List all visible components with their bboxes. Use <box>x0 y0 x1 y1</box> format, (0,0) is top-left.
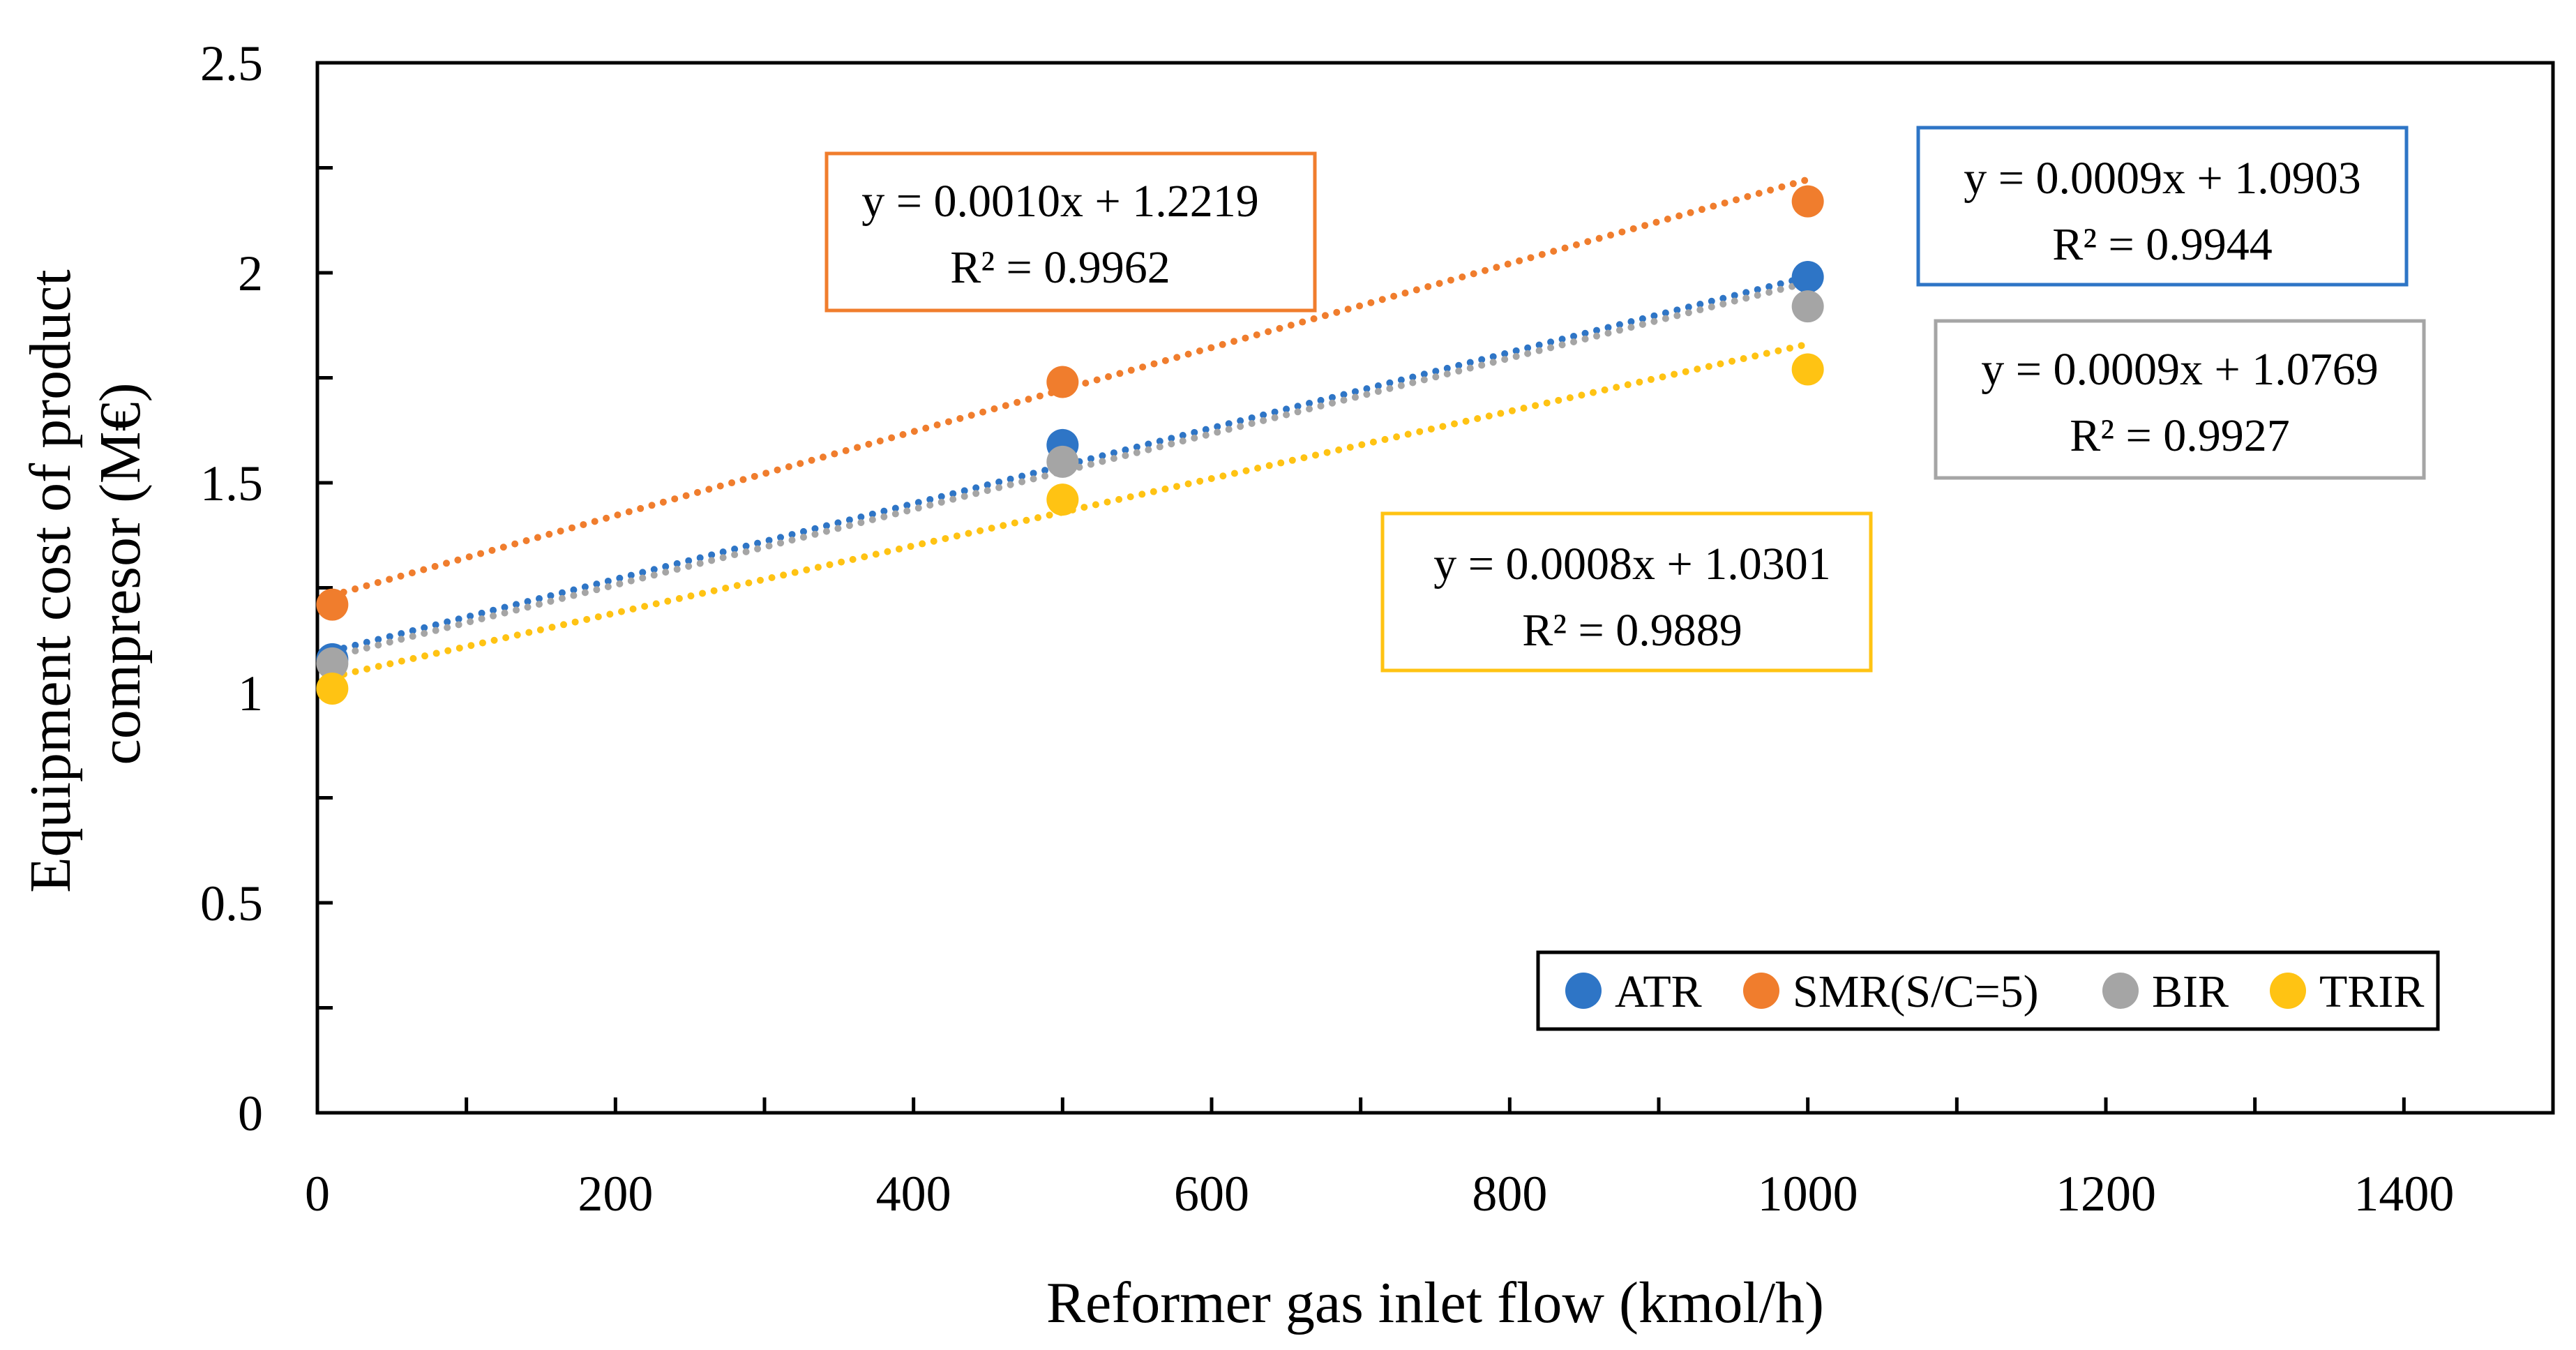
y-tick-label: 2 <box>238 246 263 301</box>
y-tick-label: 1.5 <box>200 456 263 511</box>
equation-bir: y = 0.0009x + 1.0769 <box>1981 344 2378 395</box>
data-point-smr <box>1046 366 1079 398</box>
legend: ATR SMR(S/C=5) BIR TRIR <box>1536 950 2440 1031</box>
equation-box-trir-border <box>1380 511 1873 673</box>
legend-marker-smr <box>1743 973 1779 1009</box>
legend-marker-trir <box>2270 973 2306 1009</box>
equation-box-trir: y = 0.0008x + 1.0301 R² = 0.9889 <box>1380 511 1873 673</box>
legend-label-bir: BIR <box>2152 966 2229 1017</box>
trendline-smr <box>329 176 1812 599</box>
data-point-bir <box>316 647 349 680</box>
x-tick-label: 1200 <box>2056 1166 2156 1222</box>
equation-box-smr: y = 0.0010x + 1.2219 R² = 0.9962 <box>824 151 1317 313</box>
equation-atr: y = 0.0009x + 1.0903 <box>1964 153 2360 204</box>
legend-label-trir: TRIR <box>2319 966 2424 1017</box>
y-axis-title-line-2: compresor (M€) <box>88 382 153 765</box>
x-tick-label: 1000 <box>1758 1166 1858 1222</box>
equation-box-bir-border <box>1934 319 2426 480</box>
x-tick-label: 400 <box>876 1166 951 1222</box>
data-point-smr <box>316 588 349 621</box>
r-squared-trir: R² = 0.9889 <box>1522 605 1742 656</box>
x-tick-label: 1400 <box>2353 1166 2454 1222</box>
equation-box-atr: y = 0.0009x + 1.0903 R² = 0.9944 <box>1916 126 2409 287</box>
data-point-smr <box>1791 185 1824 218</box>
y-tick-label: 0.5 <box>200 876 263 931</box>
x-axis-title: Reformer gas inlet flow (kmol/h) <box>1046 1270 1824 1335</box>
equation-trir: y = 0.0008x + 1.0301 <box>1433 539 1830 590</box>
x-tick-label: 200 <box>578 1166 653 1222</box>
data-point-trir <box>1046 483 1079 516</box>
equation-box-smr-border <box>824 151 1317 313</box>
y-tick-label: 2.5 <box>200 36 263 91</box>
data-point-trir <box>316 672 349 705</box>
r-squared-bir: R² = 0.9927 <box>2070 410 2290 461</box>
x-tick-label: 600 <box>1174 1166 1249 1222</box>
x-tick-label: 800 <box>1472 1166 1547 1222</box>
equation-box-atr-border <box>1916 126 2409 287</box>
equation-box-bir: y = 0.0009x + 1.0769 R² = 0.9927 <box>1934 319 2426 480</box>
data-point-trir <box>1791 353 1824 386</box>
legend-label-atr: ATR <box>1615 966 1702 1017</box>
legend-label-smr: SMR(S/C=5) <box>1793 966 2039 1017</box>
data-point-bir <box>1046 445 1079 478</box>
r-squared-smr: R² = 0.9962 <box>950 242 1170 293</box>
data-point-atr <box>1791 261 1824 294</box>
y-tick-label: 1 <box>238 666 263 721</box>
x-tick-label: 0 <box>305 1166 330 1222</box>
equation-smr: y = 0.0010x + 1.2219 <box>861 176 1258 227</box>
y-tick-label: 0 <box>238 1086 263 1141</box>
y-axis-title-line-1: Equipment cost of product <box>18 269 83 892</box>
data-point-bir <box>1791 290 1824 323</box>
legend-marker-bir <box>2102 973 2139 1009</box>
legend-marker-atr <box>1565 973 1602 1009</box>
y-axis-title: Equipment cost of product compresor (M€) <box>18 255 153 892</box>
r-squared-atr: R² = 0.9944 <box>2052 219 2273 270</box>
